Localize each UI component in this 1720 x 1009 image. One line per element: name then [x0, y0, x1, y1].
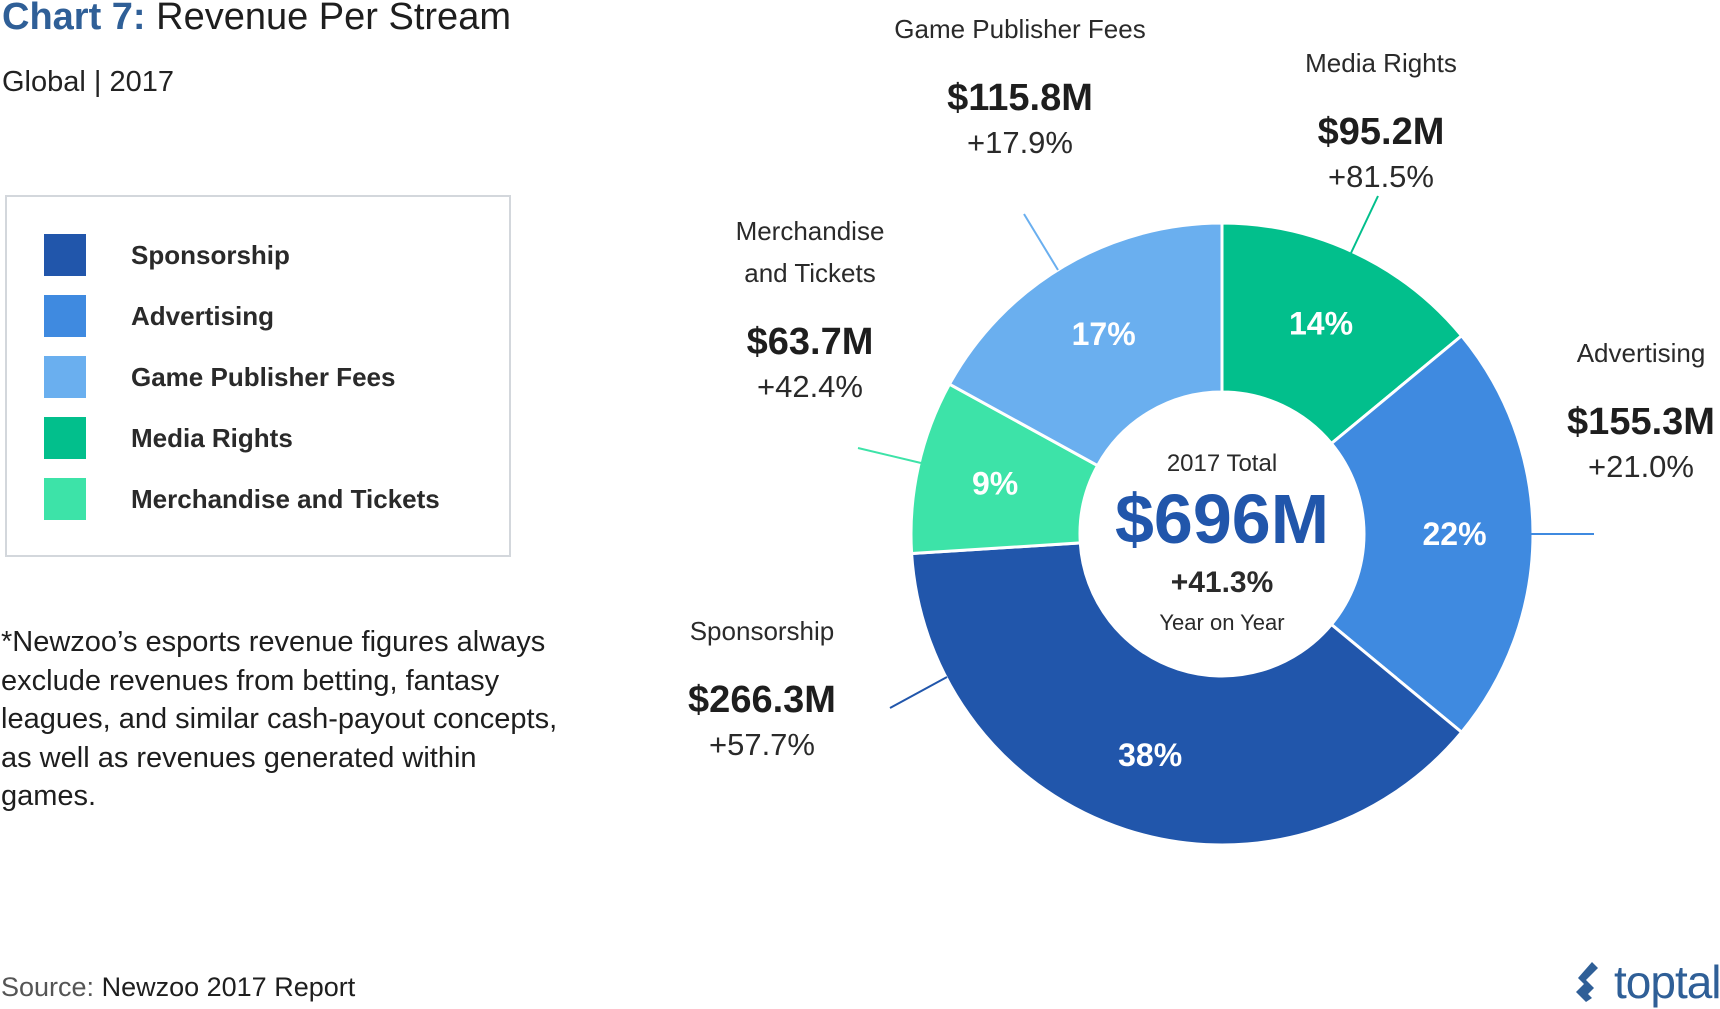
- legend-item-game-publisher-fees: Game Publisher Fees: [44, 356, 395, 398]
- legend-swatch: [44, 417, 86, 459]
- callout-leader-lines: [857, 195, 1594, 709]
- legend-label: Advertising: [131, 300, 275, 331]
- center-total-label: 2017 Total: [1167, 450, 1277, 477]
- leader-line: [889, 676, 948, 709]
- callout-name: Advertising: [1577, 338, 1706, 368]
- callout-growth: +81.5%: [1328, 159, 1434, 194]
- donut-slice: [1329, 333, 1535, 735]
- source-label: Source:: [1, 972, 95, 1002]
- legend: Sponsorship Advertising Game Publisher F…: [5, 195, 511, 557]
- legend-item-sponsorship: Sponsorship: [44, 234, 290, 276]
- legend-item-advertising: Advertising: [44, 295, 274, 337]
- slice-percent-label: 14%: [1289, 306, 1353, 342]
- legend-label: Sponsorship: [131, 239, 290, 270]
- callout-name: Merchandise: [736, 216, 885, 246]
- donut-slice: [947, 221, 1224, 468]
- slice-percent-label: 17%: [1072, 316, 1136, 352]
- legend-swatch: [44, 356, 86, 398]
- donut-slice: [910, 541, 1464, 847]
- callout-growth: +42.4%: [757, 369, 863, 404]
- donut-slices: [909, 221, 1535, 847]
- callout-value: $95.2M: [1318, 111, 1445, 153]
- callout-value: $266.3M: [688, 679, 836, 721]
- footnote: *Newzoo’s esports revenue figures always…: [1, 626, 558, 812]
- callout-value: $63.7M: [747, 321, 874, 363]
- callout-name: Game Publisher Fees: [894, 14, 1145, 44]
- center-growth-label: Year on Year: [1159, 610, 1284, 635]
- callout-value: $155.3M: [1567, 401, 1715, 443]
- source-value: Newzoo 2017 Report: [101, 972, 356, 1002]
- chart-title-text: Revenue Per Stream: [156, 0, 511, 38]
- callout-name: and Tickets: [744, 258, 876, 288]
- legend-label: Media Rights: [131, 422, 293, 453]
- legend-item-media-rights: Media Rights: [44, 417, 293, 459]
- center-total-value: $696M: [1115, 480, 1329, 558]
- logo-text: toptal: [1614, 956, 1720, 1008]
- slice-percent-label: 22%: [1422, 516, 1486, 552]
- slice-percent-label: 38%: [1118, 737, 1182, 773]
- callout-name: Sponsorship: [690, 616, 835, 646]
- donut-slice: [1220, 221, 1464, 446]
- source-line: Source: Newzoo 2017 Report: [1, 972, 355, 1003]
- center-growth: +41.3%: [1171, 566, 1274, 599]
- callout-name: Media Rights: [1305, 48, 1457, 78]
- toptal-logo-icon: [1576, 962, 1598, 1002]
- callout-value: $115.8M: [947, 77, 1093, 119]
- legend-label: Merchandise and Tickets: [131, 483, 440, 514]
- legend-swatch: [44, 295, 86, 337]
- slice-callouts: Media Rights $95.2M +81.5% Advertising $155.…: [688, 14, 1715, 762]
- chart-title: Chart 7: Revenue Per Stream: [2, 0, 511, 39]
- legend-label: Game Publisher Fees: [131, 361, 396, 392]
- legend-swatch: [44, 234, 86, 276]
- callout-growth: +21.0%: [1588, 449, 1694, 484]
- leader-line: [1350, 195, 1379, 254]
- donut-center: 2017 Total $696M +41.3% Year on Year: [1115, 450, 1329, 635]
- slice-percent-label: 9%: [972, 465, 1018, 501]
- callout-growth: +17.9%: [967, 125, 1073, 160]
- leader-line: [857, 447, 922, 464]
- callout-growth: +57.7%: [709, 727, 815, 762]
- legend-item-merchandise-and-tickets: Merchandise and Tickets: [44, 478, 440, 520]
- legend-swatch: [44, 478, 86, 520]
- toptal-logo[interactable]: toptal: [1574, 955, 1720, 1009]
- leader-line: [1023, 213, 1059, 271]
- chart-subtitle: Global | 2017: [2, 66, 174, 98]
- slice-percent-labels: 14% 22% 38% 9% 17%: [972, 306, 1487, 773]
- chart-number: Chart 7:: [2, 0, 146, 38]
